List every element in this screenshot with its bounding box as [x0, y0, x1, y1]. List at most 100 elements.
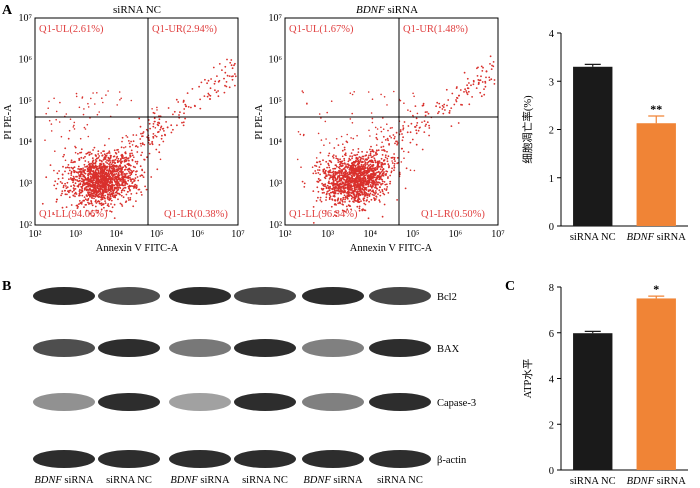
scatter-point	[347, 182, 350, 185]
scatter-point	[356, 176, 358, 178]
scatter-point	[380, 130, 383, 133]
bar	[636, 123, 676, 226]
scatter-point	[428, 124, 430, 127]
y-tick-label: 4	[549, 29, 555, 40]
scatter-point	[342, 196, 345, 199]
scatter-point	[338, 169, 340, 172]
scatter-point	[130, 180, 132, 183]
scatter-point	[465, 90, 467, 92]
scatter-point	[73, 128, 76, 130]
scatter-point	[47, 107, 49, 109]
scatter-point	[367, 182, 370, 185]
scatter-point	[125, 193, 128, 196]
scatter-point	[332, 167, 334, 170]
scatter-point	[102, 158, 105, 161]
scatter-point	[357, 159, 360, 162]
scatter-point	[389, 182, 391, 185]
scatter-point	[214, 80, 217, 83]
scatter-point	[332, 175, 335, 178]
scatter-point	[45, 112, 47, 115]
scatter-point	[312, 172, 315, 175]
scatter-point	[361, 184, 364, 187]
scatter-point	[101, 183, 104, 186]
scatter-point	[72, 194, 75, 197]
scatter-point	[377, 170, 380, 173]
scatter-point	[106, 195, 109, 198]
scatter-point	[367, 91, 370, 93]
scatter-point	[148, 152, 151, 155]
scatter-point	[391, 162, 394, 164]
scatter-point	[120, 168, 123, 171]
scatter-point	[61, 177, 64, 180]
scatter-point	[129, 174, 132, 177]
scatter-point	[406, 131, 409, 134]
scatter-point	[125, 166, 128, 169]
scatter-point	[129, 189, 131, 192]
blot-band	[98, 393, 160, 411]
scatter-point	[322, 170, 325, 172]
scatter-point	[415, 117, 418, 120]
scatter-point	[91, 176, 93, 179]
scatter-point	[340, 190, 343, 192]
scatter-point	[403, 150, 405, 153]
scatter-point	[364, 187, 367, 189]
scatter-point	[337, 166, 340, 169]
lane-label-rest: siRNA	[331, 475, 363, 486]
scatter-point	[354, 169, 357, 172]
scatter-point	[84, 169, 87, 171]
scatter-point	[94, 205, 97, 208]
scatter-point	[54, 150, 56, 152]
scatter-point	[80, 180, 83, 183]
x-tick-label: 10⁵	[406, 229, 420, 240]
scatter-point	[346, 192, 349, 195]
scatter-point	[87, 102, 89, 105]
scatter-point	[403, 102, 405, 104]
scatter-point	[108, 165, 111, 168]
scatter-point	[122, 196, 125, 199]
scatter-point	[369, 150, 372, 153]
scatter-point	[331, 155, 334, 158]
scatter-point	[362, 158, 365, 160]
scatter-point	[95, 160, 98, 163]
scatter-point	[142, 176, 145, 179]
scatter-point	[105, 161, 107, 163]
scatter-point	[334, 203, 337, 205]
scatter-point	[360, 200, 362, 203]
scatter-point	[346, 172, 349, 174]
scatter-point	[369, 163, 372, 166]
scatter-point	[371, 165, 374, 168]
scatter-point	[375, 191, 377, 194]
scatter-point	[357, 165, 360, 168]
scatter-point	[485, 76, 487, 79]
scatter-point	[108, 163, 110, 166]
scatter-point	[365, 189, 368, 191]
scatter-point	[83, 163, 86, 166]
scatter-point	[83, 179, 86, 182]
scatter-point	[464, 88, 466, 91]
lane-label: BDNF siRNA	[170, 475, 230, 486]
scatter-point	[231, 75, 233, 78]
scatter-point	[81, 194, 84, 197]
scatter-point	[97, 180, 100, 183]
scatter-point	[85, 165, 88, 168]
scatter-point	[389, 180, 392, 183]
scatter-point	[383, 159, 385, 162]
scatter-point	[319, 173, 321, 176]
scatter-point	[105, 178, 107, 180]
scatter-point	[396, 142, 399, 144]
scatter-point	[347, 165, 349, 168]
blot-band	[234, 339, 296, 357]
scatter-point	[351, 112, 354, 115]
scatter-point	[78, 170, 81, 173]
scatter-point	[70, 178, 73, 181]
scatter-point	[468, 82, 470, 84]
significance-mark: **	[650, 102, 662, 116]
scatter-point	[340, 177, 343, 180]
y-tick-label: 4	[549, 375, 555, 386]
scatter-point	[369, 184, 372, 186]
scatter-point	[150, 176, 153, 178]
scatter-point	[367, 156, 370, 159]
scatter-point	[234, 75, 237, 78]
scatter-point	[56, 172, 59, 175]
scatter-point	[104, 188, 107, 191]
